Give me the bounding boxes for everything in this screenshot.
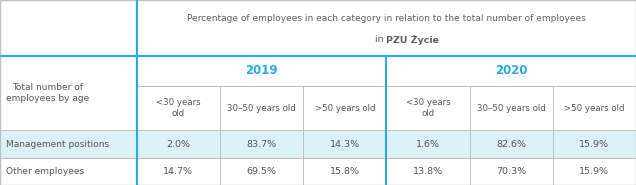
Bar	[137, 86, 220, 130]
Bar	[220, 86, 303, 130]
Text: <30 years
old: <30 years old	[406, 98, 450, 118]
Text: 14.7%: 14.7%	[163, 167, 193, 176]
Text: 15.8%: 15.8%	[329, 167, 360, 176]
Text: 15.9%: 15.9%	[579, 167, 609, 176]
Bar	[137, 130, 220, 158]
Bar	[0, 0, 137, 56]
Text: 70.3%: 70.3%	[496, 167, 526, 176]
Text: 13.8%: 13.8%	[413, 167, 443, 176]
Text: Management positions: Management positions	[6, 139, 109, 149]
Bar	[386, 158, 469, 185]
Text: 2019: 2019	[245, 64, 278, 77]
Text: 2.0%: 2.0%	[167, 139, 190, 149]
Bar	[220, 130, 303, 158]
Bar	[469, 86, 553, 130]
Bar	[469, 158, 553, 185]
Bar	[220, 158, 303, 185]
Text: 15.9%: 15.9%	[579, 139, 609, 149]
Bar	[303, 86, 387, 130]
Text: Total number of
employees by age: Total number of employees by age	[6, 83, 90, 103]
Text: >50 years old: >50 years old	[315, 104, 375, 113]
Text: 30–50 years old: 30–50 years old	[477, 104, 546, 113]
Text: 1.6%: 1.6%	[416, 139, 440, 149]
Text: 69.5%: 69.5%	[247, 167, 277, 176]
Text: 83.7%: 83.7%	[247, 139, 277, 149]
Text: 82.6%: 82.6%	[496, 139, 526, 149]
Text: Other employees: Other employees	[6, 167, 85, 176]
Bar	[553, 86, 636, 130]
Text: 30–50 years old: 30–50 years old	[227, 104, 296, 113]
Text: PZU Życie: PZU Życie	[387, 35, 439, 45]
Text: 2020: 2020	[495, 64, 527, 77]
Text: in: in	[375, 36, 387, 44]
Bar	[303, 158, 387, 185]
Bar	[137, 158, 220, 185]
Bar	[0, 130, 137, 158]
Bar	[0, 56, 137, 130]
Bar	[469, 130, 553, 158]
Bar	[137, 0, 636, 56]
Bar	[553, 130, 636, 158]
Bar	[303, 130, 387, 158]
Text: 14.3%: 14.3%	[329, 139, 360, 149]
Text: Percentage of employees in each category in relation to the total number of empl: Percentage of employees in each category…	[187, 14, 586, 23]
Bar	[386, 56, 636, 86]
Bar	[553, 158, 636, 185]
Bar	[386, 86, 469, 130]
Bar	[386, 130, 469, 158]
Text: >50 years old: >50 years old	[564, 104, 625, 113]
Bar	[0, 158, 137, 185]
Bar	[137, 56, 387, 86]
Text: <30 years
old: <30 years old	[156, 98, 200, 118]
